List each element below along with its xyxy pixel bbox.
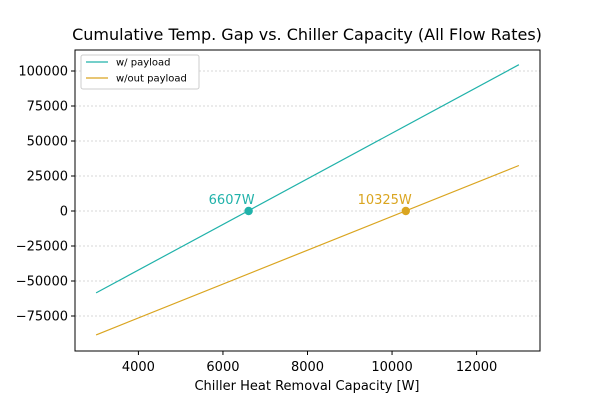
legend-label-1: w/out payload [116,74,187,85]
series-layer: 6607W 10325W [95,64,520,336]
y-tick-label: 100000 [18,65,68,80]
y-axis: −75000 −50000 −25000 0 25000 50000 75000 100000 [16,65,75,325]
x-tick-label: 10000 [371,360,412,375]
y-tick-label: −50000 [16,275,68,290]
series-line-0 [95,64,520,294]
legend: w/ payload w/out payload [80,54,200,90]
y-tick-label: 50000 [27,135,68,150]
y-tick-label: 75000 [27,100,68,115]
grid [75,70,540,317]
y-tick-label: −25000 [16,240,68,255]
series-line-1 [95,164,520,336]
x-axis: 4000 6000 8000 10000 12000 [122,351,497,375]
legend-box [80,54,200,90]
crossing-point-0 [244,206,253,216]
y-tick-label: 0 [60,205,68,220]
crossing-point-1 [401,206,410,216]
plot-frame [74,49,541,352]
y-tick-label: −75000 [16,310,68,325]
crossing-label-1: 10325W [358,193,412,208]
x-tick-label: 12000 [456,360,497,375]
x-axis-label: Chiller Heat Removal Capacity [W] [194,379,419,394]
crossing-label-0: 6607W [209,193,255,208]
y-tick-label: 25000 [27,170,68,185]
chart-title: Cumulative Temp. Gap vs. Chiller Capacit… [72,25,542,44]
legend-label-0: w/ payload [116,58,171,69]
x-tick-label: 4000 [122,360,155,375]
x-tick-label: 6000 [206,360,239,375]
x-tick-label: 8000 [291,360,324,375]
